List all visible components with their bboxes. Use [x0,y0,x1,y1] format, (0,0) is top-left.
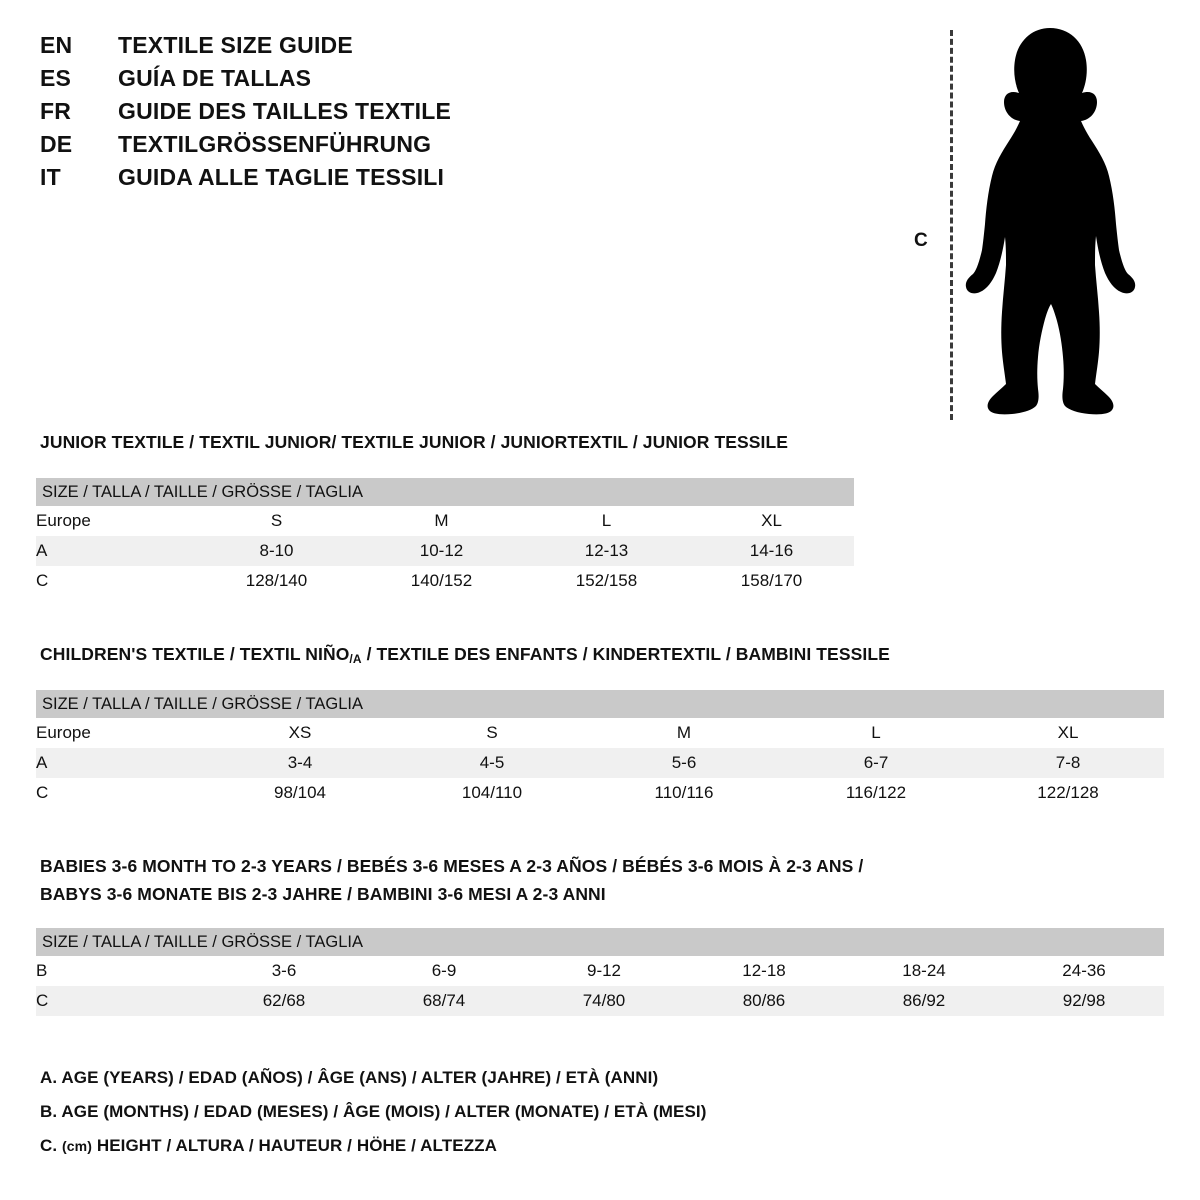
section-title-junior: JUNIOR TEXTILE / TEXTIL JUNIOR/ TEXTILE … [40,432,789,452]
language-title-fr: GUIDE DES TAILLES TEXTILE [118,98,451,124]
junior-row-a-value-0: 8-10 [194,536,359,566]
children-header-row: Europe XS S M L XL [36,718,1165,748]
children-size-xs: XS [204,718,396,748]
legend-line-c-post: HEIGHT / ALTURA / HAUTEUR / HÖHE / ALTEZ… [92,1136,498,1155]
children-row-c-value-3: 116/122 [780,778,972,808]
children-row-c-value-4: 122/128 [972,778,1165,808]
legend-line-c-unit: (cm) [62,1138,92,1154]
junior-row-a-value-1: 10-12 [359,536,524,566]
babies-row-b-value-5: 24-36 [1004,956,1165,986]
legend-line-c-pre: C. [40,1136,63,1155]
children-band-label: SIZE / TALLA / TAILLE / GRÖSSE / TAGLIA [36,690,1165,718]
children-row-a-value-1: 4-5 [396,748,588,778]
babies-size-table: SIZE / TALLA / TAILLE / GRÖSSE / TAGLIA … [36,928,1165,1016]
children-header-label: Europe [36,718,204,748]
babies-row-c-label: C [36,986,204,1016]
children-size-s: S [396,718,588,748]
legend-line-c: C. (cm) HEIGHT / ALTURA / HAUTEUR / HÖHE… [40,1136,940,1170]
language-row-es: ES GUÍA DE TALLAS [40,65,560,98]
babies-row-b-value-1: 6-9 [364,956,524,986]
babies-row-b: B 3-6 6-9 9-12 12-18 18-24 24-36 [36,956,1165,986]
children-row-c-value-1: 104/110 [396,778,588,808]
children-title-post: / TEXTILE DES ENFANTS / KINDERTEXTIL / B… [361,644,890,664]
junior-size-table: SIZE / TALLA / TAILLE / GRÖSSE / TAGLIA … [36,478,855,596]
babies-row-c-value-4: 86/92 [844,986,1004,1016]
children-row-a-value-4: 7-8 [972,748,1165,778]
babies-row-c-value-5: 92/98 [1004,986,1165,1016]
legend-line-b: B. AGE (MONTHS) / EDAD (MESES) / ÂGE (MO… [40,1102,707,1121]
children-row-c-label: C [36,778,204,808]
language-title-en: TEXTILE SIZE GUIDE [118,32,353,58]
language-title-de: TEXTILGRÖSSENFÜHRUNG [118,131,432,157]
junior-table-band-row: SIZE / TALLA / TAILLE / GRÖSSE / TAGLIA [36,478,855,506]
language-row-de: DE TEXTILGRÖSSENFÜHRUNG [40,131,560,164]
language-title-it: GUIDA ALLE TAGLIE TESSILI [118,164,445,190]
junior-row-c-value-0: 128/140 [194,566,359,596]
children-row-c: C 98/104 104/110 110/116 116/122 122/128 [36,778,1165,808]
language-row-en: EN TEXTILE SIZE GUIDE [40,32,560,65]
legend-block: A. AGE (YEARS) / EDAD (AÑOS) / ÂGE (ANS)… [40,1068,940,1170]
children-row-c-value-2: 110/116 [588,778,780,808]
height-dashed-line-icon [950,30,953,420]
babies-row-c-value-3: 80/86 [684,986,844,1016]
children-size-xl: XL [972,718,1165,748]
junior-size-m: M [359,506,524,536]
junior-size-xl: XL [689,506,855,536]
children-title-sub: /A [349,652,362,666]
babies-row-b-value-0: 3-6 [204,956,364,986]
children-row-c-value-0: 98/104 [204,778,396,808]
language-header-block: EN TEXTILE SIZE GUIDE ES GUÍA DE TALLAS … [40,32,560,197]
junior-size-l: L [524,506,689,536]
babies-row-c-value-2: 74/80 [524,986,684,1016]
junior-row-c-value-3: 158/170 [689,566,855,596]
children-title-pre: CHILDREN'S TEXTILE / TEXTIL NIÑO [40,644,350,664]
babies-row-c: C 62/68 68/74 74/80 80/86 86/92 92/98 [36,986,1165,1016]
language-code-es: ES [40,65,72,91]
junior-size-s: S [194,506,359,536]
language-row-fr: FR GUIDE DES TAILLES TEXTILE [40,98,560,131]
junior-header-row: Europe S M L XL [36,506,855,536]
junior-row-c-label: C [36,566,194,596]
children-row-a-label: A [36,748,204,778]
children-row-a-value-3: 6-7 [780,748,972,778]
junior-row-a-label: A [36,536,194,566]
measure-label-c: C [914,230,928,251]
section-title-babies-line1: BABIES 3-6 MONTH TO 2-3 YEARS / BEBÉS 3-… [40,856,864,876]
language-row-it: IT GUIDA ALLE TAGLIE TESSILI [40,164,560,197]
language-code-it: IT [40,164,61,190]
babies-row-c-value-1: 68/74 [364,986,524,1016]
junior-header-label: Europe [36,506,194,536]
junior-row-a-value-3: 14-16 [689,536,855,566]
children-row-a: A 3-4 4-5 5-6 6-7 7-8 [36,748,1165,778]
children-size-table: SIZE / TALLA / TAILLE / GRÖSSE / TAGLIA … [36,690,1165,808]
junior-row-c: C 128/140 140/152 152/158 158/170 [36,566,855,596]
babies-row-b-value-3: 12-18 [684,956,844,986]
babies-row-b-value-4: 18-24 [844,956,1004,986]
language-code-de: DE [40,131,73,157]
height-measurement-figure: C [900,12,1180,422]
children-size-l: L [780,718,972,748]
babies-band-label: SIZE / TALLA / TAILLE / GRÖSSE / TAGLIA [36,928,1165,956]
babies-table-band-row: SIZE / TALLA / TAILLE / GRÖSSE / TAGLIA [36,928,1165,956]
babies-row-b-value-2: 9-12 [524,956,684,986]
junior-band-label: SIZE / TALLA / TAILLE / GRÖSSE / TAGLIA [36,478,855,506]
language-code-fr: FR [40,98,72,124]
junior-row-c-value-1: 140/152 [359,566,524,596]
language-code-en: EN [40,32,73,58]
language-title-es: GUÍA DE TALLAS [118,65,312,91]
junior-row-a-value-2: 12-13 [524,536,689,566]
junior-row-a: A 8-10 10-12 12-13 14-16 [36,536,855,566]
children-size-m: M [588,718,780,748]
children-table-band-row: SIZE / TALLA / TAILLE / GRÖSSE / TAGLIA [36,690,1165,718]
section-title-babies-line2: BABYS 3-6 MONATE BIS 2-3 JAHRE / BAMBINI… [40,884,606,904]
child-silhouette-icon [965,28,1136,415]
babies-row-b-label: B [36,956,204,986]
junior-row-c-value-2: 152/158 [524,566,689,596]
legend-line-a: A. AGE (YEARS) / EDAD (AÑOS) / ÂGE (ANS)… [40,1068,659,1087]
babies-row-c-value-0: 62/68 [204,986,364,1016]
section-title-children: CHILDREN'S TEXTILE / TEXTIL NIÑO/A / TEX… [40,644,890,666]
children-row-a-value-2: 5-6 [588,748,780,778]
children-row-a-value-0: 3-4 [204,748,396,778]
